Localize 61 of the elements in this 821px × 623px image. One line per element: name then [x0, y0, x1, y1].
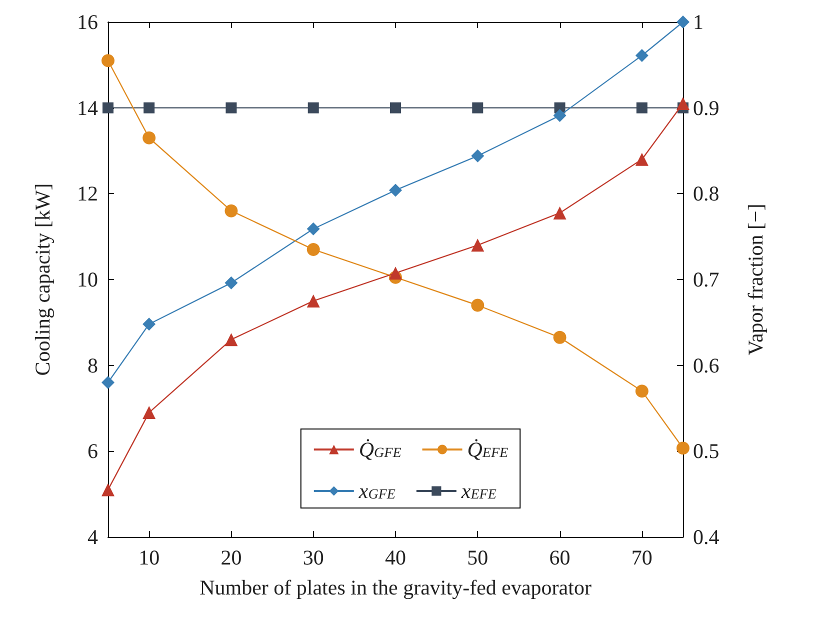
point: [224, 204, 238, 218]
y2-axis-title: Vapor fraction [−]: [744, 204, 768, 356]
point: [553, 206, 566, 220]
point: [553, 330, 566, 344]
point: [676, 97, 690, 110]
legend-label: Q̇GFE: [358, 438, 402, 462]
point: [635, 48, 648, 62]
y-tick-label: 8: [88, 353, 98, 378]
point: [102, 376, 114, 389]
point: [144, 102, 155, 114]
legend-label: Q̇EFE: [467, 438, 509, 462]
x-tick-label: 60: [549, 546, 570, 570]
point: [308, 102, 319, 114]
point: [635, 384, 648, 398]
point: [636, 102, 648, 114]
y-tick-label: 4: [88, 525, 98, 549]
y-tick-label: 16: [77, 10, 98, 34]
y-tick-label: 10: [77, 268, 98, 292]
point: [226, 102, 237, 114]
point: [224, 276, 238, 290]
point: [471, 149, 484, 162]
y2-tick-label: 0.8: [693, 182, 720, 206]
y-tick-label: 14: [77, 96, 98, 120]
legend-label: xEFE: [460, 479, 497, 503]
point: [306, 242, 320, 256]
point: [389, 184, 402, 197]
x-axis-title: Number of plates in the gravity-fed evaporator: [200, 576, 592, 600]
y-axis-title: Cooling capacity [kW]: [30, 183, 54, 376]
x-tick-label: 40: [385, 546, 406, 570]
y2-tick-label: 0.4: [693, 525, 720, 549]
x-tick-label: 10: [138, 546, 160, 570]
point: [471, 298, 484, 312]
point: [471, 238, 484, 252]
point: [390, 102, 401, 114]
point: [142, 131, 156, 144]
x-tick-label: 30: [302, 546, 324, 570]
point: [635, 152, 648, 166]
x-tick-label: 20: [220, 546, 242, 570]
y-tick-label: 12: [77, 182, 98, 206]
point: [306, 294, 320, 308]
point: [142, 406, 156, 420]
point: [676, 442, 690, 455]
point: [306, 222, 320, 236]
point: [142, 318, 156, 331]
point: [102, 102, 114, 114]
point: [553, 109, 566, 122]
point: [389, 266, 402, 280]
x-tick-label: 70: [631, 546, 652, 570]
x-tick-label: 50: [467, 546, 488, 570]
point: [676, 16, 690, 28]
y2-tick-label: 0.9: [693, 96, 720, 120]
point: [102, 54, 114, 68]
y2-tick-label: 0.5: [693, 439, 720, 464]
legend-label: xGFE: [358, 479, 396, 503]
y2-tick-label: 0.7: [693, 268, 720, 292]
y2-tick-label: 1: [693, 10, 704, 34]
point: [224, 333, 238, 346]
point: [102, 483, 114, 496]
y2-tick-label: 0.6: [693, 353, 720, 378]
y-tick-label: 6: [88, 439, 98, 464]
point: [472, 102, 484, 114]
